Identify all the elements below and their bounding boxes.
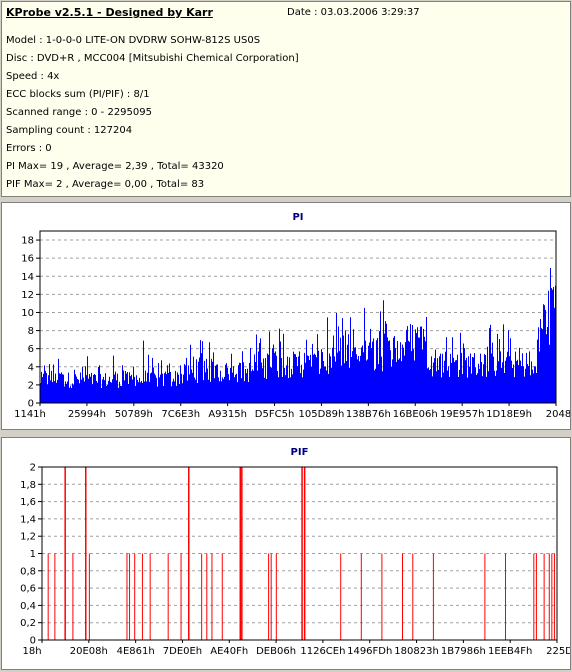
y-tick-label: 1,2: [20, 532, 36, 543]
x-tick-label: DEB06h: [256, 646, 296, 657]
x-tick-label: 105D89h: [299, 409, 345, 420]
pif-chart-panel: PIF 0 0,2 0,4 0,6 0,8 1 1,2 1,4 1,6 1,8 2 18h 20E08h 4…: [1, 437, 572, 670]
y-tick-label: 0,6: [20, 584, 36, 595]
y-tick-label: 14: [21, 272, 34, 283]
y-tick-label: 2: [28, 380, 34, 391]
x-tick-label: A9315h: [208, 409, 247, 420]
y-tick-label: 1,6: [20, 497, 36, 508]
pi-chart-panel: PI 0 2 4 6 8 10 12 14 16 18 1141h 25994h 50789h 7C6E3h…: [1, 202, 572, 430]
y-tick-label: 18: [21, 236, 34, 247]
x-tick-label: 25994h: [68, 409, 106, 420]
scan-date: Date : 03.03.2006 3:29:37: [287, 7, 420, 18]
info-line-range: Scanned range : 0 - 2295095: [6, 107, 152, 118]
chart-title: PIF: [291, 447, 309, 458]
y-tick-label: 2: [30, 463, 36, 474]
app-title: KProbe v2.5.1 - Designed by Karr: [6, 6, 213, 19]
y-tick-label: 10: [21, 308, 34, 319]
info-line-sampling: Sampling count : 127204: [6, 125, 133, 136]
x-tick-label: 20E08h: [70, 646, 108, 657]
x-tick-label: 19E957h: [440, 409, 484, 420]
y-tick-label: 16: [21, 254, 34, 265]
y-tick-label: 6: [28, 344, 34, 355]
y-tick-label: 1,4: [20, 514, 36, 525]
x-tick-label: 1B7986h: [441, 646, 486, 657]
plot-border: [39, 230, 557, 404]
x-tick-label: 1141h: [14, 409, 46, 420]
x-tick-label: 50789h: [115, 409, 153, 420]
x-tick-label: 225DE2h: [546, 646, 570, 657]
x-tick-label: 7DE0Eh: [163, 646, 202, 657]
x-tick-label: 1496FDh: [347, 646, 392, 657]
x-tick-label: 7C6E3h: [161, 409, 200, 420]
y-tick-label: 1: [30, 549, 36, 560]
info-line-pif-stats: PIF Max= 2 , Average= 0,00 , Total= 83: [6, 179, 205, 190]
x-tick-label: 138B76h: [346, 409, 391, 420]
plot-area: [42, 467, 557, 640]
y-tick-label: 0,2: [20, 618, 36, 629]
pi-series: [40, 268, 556, 403]
x-tick-label: 1126CEh: [300, 646, 345, 657]
info-line-model: Model : 1-0-0-0 LITE-ON DVDRW SOHW-812S …: [6, 35, 261, 46]
info-panel: KProbe v2.5.1 - Designed by Karr Date : …: [1, 1, 571, 197]
y-tick-label: 0,8: [20, 566, 36, 577]
chart-title: PI: [292, 212, 303, 223]
info-line-ecc: ECC blocks sum (PI/PIF) : 8/1: [6, 89, 150, 100]
x-tick-label: 16BE06h: [393, 409, 438, 420]
y-tick-label: 12: [21, 290, 34, 301]
y-tick-label: 4: [28, 362, 34, 373]
x-tick-label: 204896h: [546, 409, 570, 420]
y-tick-label: 8: [28, 326, 34, 337]
x-tick-label: 180823h: [394, 646, 439, 657]
x-tick-label: AE40Fh: [210, 646, 248, 657]
y-tick-label: 0,4: [20, 601, 36, 612]
y-tick-label: 0: [28, 399, 34, 410]
pi-chart: PI 0 2 4 6 8 10 12 14 16 18 1141h 25994h 50789h 7C6E3h…: [14, 212, 572, 420]
pif-series: [47, 467, 555, 640]
info-line-disc: Disc : DVD+R , MCC004 [Mitsubishi Chemic…: [6, 53, 299, 64]
info-line-speed: Speed : 4x: [6, 71, 60, 82]
x-tick-label: D5FC5h: [255, 409, 295, 420]
y-tick-label: 1,8: [20, 480, 36, 491]
plot-border: [41, 466, 558, 641]
info-line-pi-stats: PI Max= 19 , Average= 2,39 , Total= 4332…: [6, 161, 224, 172]
info-line-errors: Errors : 0: [6, 143, 52, 154]
x-tick-label: 18h: [22, 646, 41, 657]
y-tick-label: 0: [30, 636, 36, 647]
x-tick-label: 1EEB4Fh: [488, 646, 532, 657]
pif-chart: PIF 0 0,2 0,4 0,6 0,8 1 1,2 1,4 1,6 1,8 2 18h 20E08h 4…: [20, 447, 572, 657]
x-tick-label: 4E861h: [117, 646, 155, 657]
x-tick-label: 1D18E9h: [486, 409, 532, 420]
